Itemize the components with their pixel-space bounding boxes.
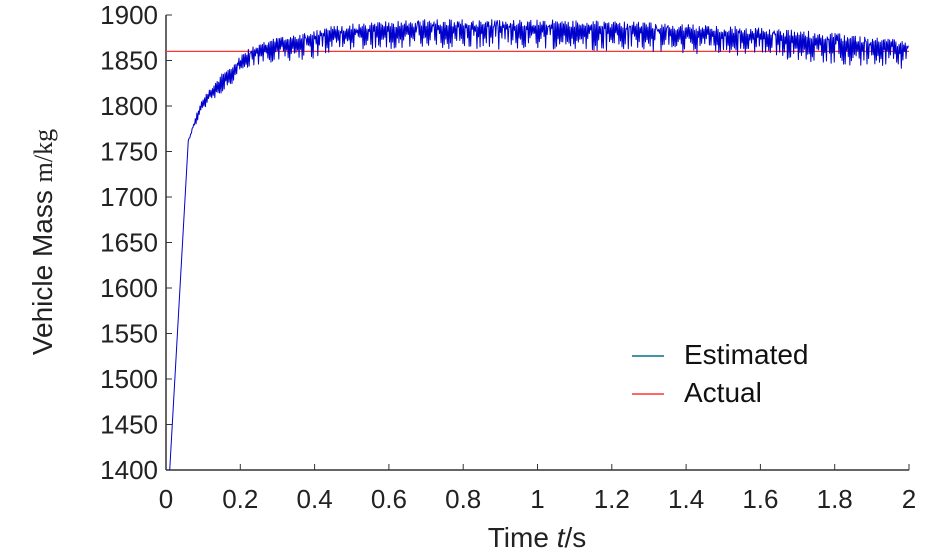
legend: Estimated Actual [632,339,809,408]
legend-label-estimated: Estimated [684,339,809,370]
axes-box [165,15,909,471]
y-axis-title: Vehicle Mass m/kg [27,129,58,355]
x-tick-label: 1.4 [668,484,704,514]
x-tick-label: 0.2 [222,484,258,514]
y-tick-label: 1400 [100,455,158,485]
y-tick-label: 1600 [100,273,158,303]
x-tick-label: 0.6 [371,484,407,514]
y-tick-label: 1700 [100,182,158,212]
x-tick-label: 1.6 [742,484,778,514]
y-tick-label: 1750 [100,137,158,167]
x-axis-title: Time t/s [488,522,587,553]
legend-label-actual: Actual [684,377,762,408]
x-tick-label: 0.4 [297,484,333,514]
x-tick-label: 1.8 [817,484,853,514]
series-estimated-line [169,19,909,471]
y-tick-label: 1800 [100,91,158,121]
x-tick-label: 1 [530,484,544,514]
y-tick-label: 1900 [100,0,158,30]
y-tick-label: 1500 [100,364,158,394]
y-tick-label: 1850 [100,46,158,76]
y-tick-label: 1550 [100,319,158,349]
x-tick-label: 1.2 [594,484,630,514]
x-tick-label: 2 [902,484,916,514]
plot-series [166,19,909,471]
y-ticks: 1400 1450 1500 1550 1600 1650 1700 1750 1800 1850… [100,0,172,485]
x-ticks: 0 0.2 0.4 0.6 0.8 1 1.2 1.4 1.6 1.8 2 [159,464,916,514]
x-tick-label: 0 [159,484,173,514]
y-tick-label: 1650 [100,228,158,258]
x-tick-label: 0.8 [445,484,481,514]
y-tick-label: 1450 [100,410,158,440]
